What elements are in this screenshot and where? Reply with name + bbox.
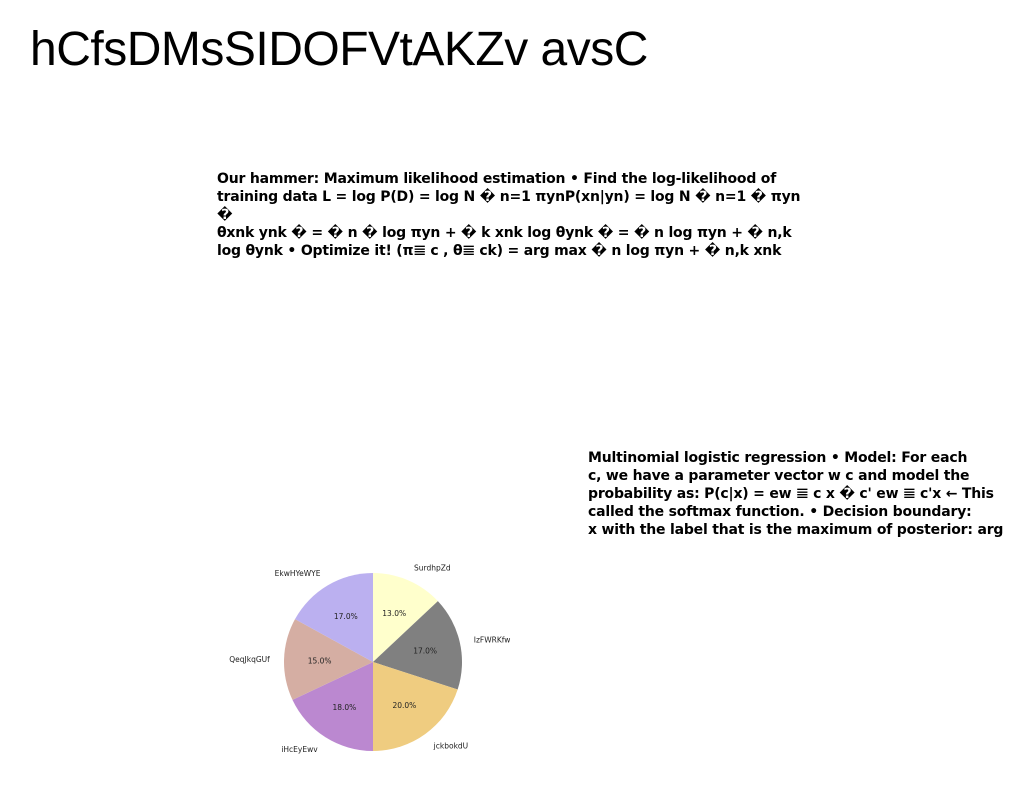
pie-category-label: EkwHYeWYE	[275, 569, 321, 578]
text-line: probability as: P(c|x) = ew 𝌆 c x � c' e…	[588, 486, 994, 502]
pie-chart-svg: 13.0% SurdhpZd 17.0% IzFWRKfw 20.0% jckbokdU 1…	[229, 563, 511, 754]
pie-category-label: iHcEyEwv	[281, 745, 318, 754]
pie-pct-label: 18.0%	[332, 703, 356, 712]
pie-pct-label: 17.0%	[413, 646, 437, 655]
pie-pct-label: 13.0%	[382, 609, 406, 618]
text-line: training data L = log P(D) = log N � n=1…	[217, 189, 801, 223]
pie-chart: 13.0% SurdhpZd 17.0% IzFWRKfw 20.0% jckbokdU 1…	[225, 560, 515, 760]
text-line: log θynk • Optimize it! (π𝌆 c , θ𝌆 ck) =…	[217, 243, 782, 259]
pie-slice-5	[295, 573, 373, 662]
pie-slice-2	[373, 662, 458, 751]
text-line: θxnk ynk � = � n � log πyn + � k xnk log…	[217, 225, 792, 241]
pie-slice-0	[373, 573, 438, 662]
text-line: called the softmax function. • Decision …	[588, 504, 972, 520]
text-block-mle: Our hammer: Maximum likelihood estimatio…	[217, 170, 817, 260]
pie-category-label: QeqJkqGUf	[229, 655, 270, 664]
pie-category-label: jckbokdU	[433, 742, 469, 751]
pie-category-label: SurdhpZd	[414, 563, 451, 572]
pie-pct-label: 15.0%	[308, 656, 332, 665]
text-line: c, we have a parameter vector w c and mo…	[588, 468, 970, 484]
pie-slice-4	[284, 619, 373, 700]
text-line: x with the label that is the maximum of …	[588, 522, 1004, 538]
pie-slice-1	[373, 601, 462, 690]
pie-pct-label: 20.0%	[392, 701, 416, 710]
pie-slice-3	[292, 662, 373, 751]
pie-pct-label: 17.0%	[334, 612, 358, 621]
text-block-logistic-regression: Multinomial logistic regression • Model:…	[588, 449, 1024, 539]
text-line: Our hammer: Maximum likelihood estimatio…	[217, 171, 777, 187]
page-title: hCfsDMsSIDOFVtAKZv avsC	[30, 23, 648, 76]
pie-category-label: IzFWRKfw	[474, 635, 511, 644]
text-line: Multinomial logistic regression • Model:…	[588, 450, 968, 466]
